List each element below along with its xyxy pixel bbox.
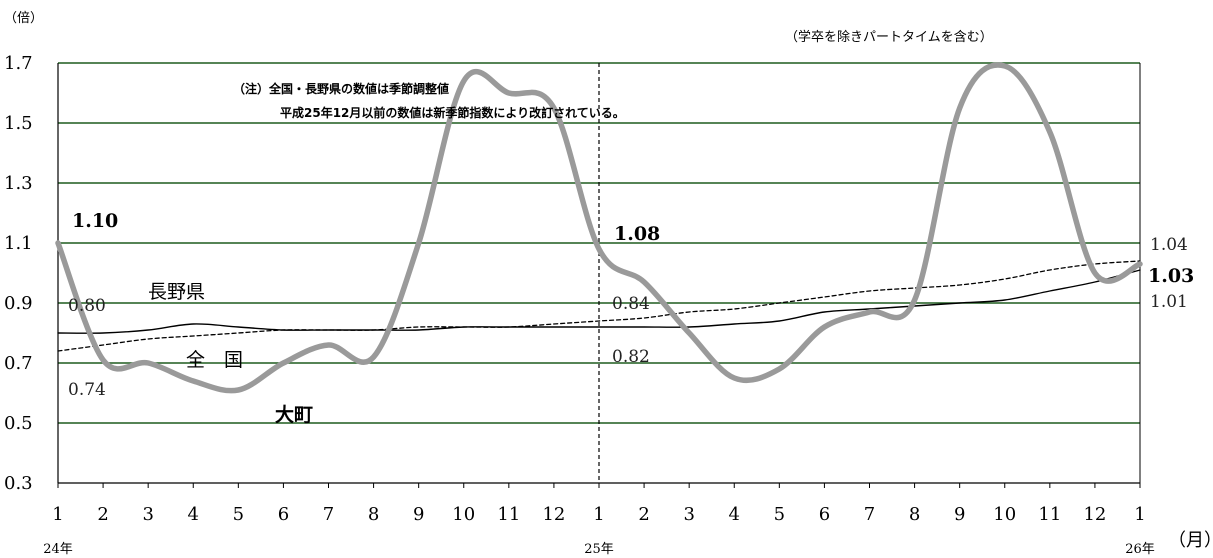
note-line-1: （注）全国・長野県の数値は季節調整値 bbox=[233, 81, 449, 96]
y-tick-label: 0.7 bbox=[4, 353, 33, 374]
value-label-nagano-start: 0.80 bbox=[68, 296, 106, 316]
x-tick-label: 6 bbox=[278, 504, 289, 525]
value-label-nagano-end: 1.01 bbox=[1150, 292, 1188, 312]
value-label-omachi-mid: 1.08 bbox=[614, 223, 660, 245]
note-line-2: 平成25年12月以前の数値は新季節指数により改訂されている。 bbox=[280, 105, 625, 120]
y-tick-label: 0.9 bbox=[4, 293, 33, 314]
y-tick-label: 0.5 bbox=[4, 413, 33, 434]
value-label-nagano-mid: 0.82 bbox=[612, 347, 650, 367]
y-tick-label: 0.3 bbox=[4, 473, 33, 494]
x-tick-label: 10 bbox=[993, 504, 1016, 525]
x-tick-label: 9 bbox=[413, 504, 424, 525]
chart-subtitle: （学卒を除きパートタイムを含む） bbox=[785, 29, 993, 45]
year-label: 24年 bbox=[43, 542, 73, 557]
value-label-zenkoku-end: 1.04 bbox=[1150, 235, 1188, 255]
series-label-nagano: 長野県 bbox=[148, 281, 205, 303]
x-tick-label: 4 bbox=[729, 504, 740, 525]
x-tick-label: 10 bbox=[452, 504, 475, 525]
value-label-omachi-end: 1.03 bbox=[1148, 265, 1194, 287]
axes: 0.30.50.70.91.11.31.51.71 2 3 4 5 6 7 8 9 10 11 12 1… bbox=[4, 53, 1155, 557]
y-tick-label: 1.7 bbox=[4, 53, 33, 74]
x-tick-label: 8 bbox=[368, 504, 379, 525]
x-tick-label: 7 bbox=[323, 504, 334, 525]
x-tick-label: 5 bbox=[233, 504, 244, 525]
x-tick-label: 12 bbox=[1083, 504, 1106, 525]
value-label-omachi-start: 1.10 bbox=[72, 210, 118, 232]
year-label: 25年 bbox=[584, 542, 614, 557]
x-axis-unit-label: （月） bbox=[1168, 530, 1213, 551]
x-tick-label: 8 bbox=[909, 504, 920, 525]
value-label-zenkoku-mid: 0.84 bbox=[612, 294, 650, 314]
labels: （倍） （月） （学卒を除きパートタイムを含む） （注）全国・長野県の数値は季節… bbox=[4, 11, 1213, 551]
x-tick-label: 6 bbox=[819, 504, 830, 525]
series-label-zenkoku: 全 国 bbox=[186, 349, 243, 371]
series-line-nagano bbox=[57, 269, 1141, 334]
x-tick-label: 9 bbox=[954, 504, 965, 525]
x-tick-label: 2 bbox=[638, 504, 649, 525]
x-tick-label: 3 bbox=[683, 504, 694, 525]
series-line-omachi bbox=[55, 62, 1143, 394]
x-tick-label: 11 bbox=[497, 504, 520, 525]
y-axis-unit-label: （倍） bbox=[4, 11, 43, 26]
x-tick-label: 2 bbox=[97, 504, 108, 525]
series-line-zenkoku bbox=[57, 260, 1141, 352]
value-labels: 1.10 0.80 0.74 1.08 0.84 0.82 1.04 1.03 1.01 bbox=[68, 210, 1194, 400]
x-tick-label: 1 bbox=[1134, 504, 1145, 525]
x-tick-label: 1 bbox=[593, 504, 604, 525]
series-label-omachi: 大町 bbox=[275, 403, 313, 426]
year-label: 26年 bbox=[1125, 542, 1155, 557]
value-label-zenkoku-start: 0.74 bbox=[68, 380, 106, 400]
x-tick-label: 1 bbox=[52, 504, 63, 525]
x-tick-label: 12 bbox=[542, 504, 565, 525]
series-lines bbox=[55, 62, 1143, 394]
y-tick-label: 1.5 bbox=[4, 113, 33, 134]
x-tick-label: 3 bbox=[142, 504, 153, 525]
x-tick-label: 5 bbox=[774, 504, 785, 525]
x-tick-label: 4 bbox=[188, 504, 199, 525]
y-tick-label: 1.3 bbox=[4, 173, 33, 194]
x-tick-label: 11 bbox=[1038, 504, 1061, 525]
x-tick-label: 7 bbox=[864, 504, 875, 525]
y-tick-label: 1.1 bbox=[4, 233, 33, 254]
